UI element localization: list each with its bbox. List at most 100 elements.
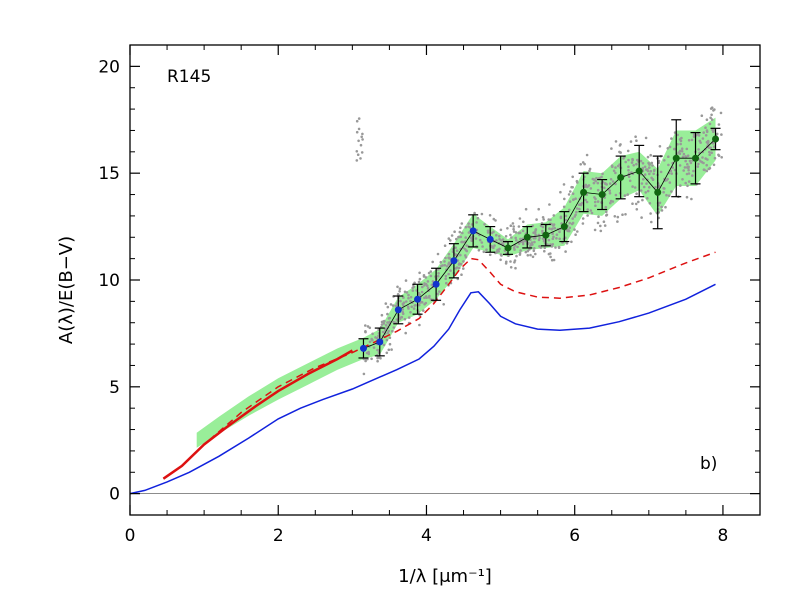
- scatter-point: [517, 225, 521, 228]
- scatter-point: [575, 210, 578, 214]
- scatter-point: [652, 172, 655, 176]
- scatter-point: [428, 294, 431, 298]
- scatter-point: [442, 303, 446, 306]
- scatter-point: [575, 207, 579, 210]
- scatter-point: [467, 225, 470, 228]
- scatter-point: [571, 175, 574, 179]
- scatter-point: [649, 153, 652, 157]
- scatter-point: [483, 223, 486, 226]
- scatter-point: [603, 186, 606, 190]
- scatter-point: [709, 116, 712, 120]
- scatter-point: [581, 217, 585, 220]
- scatter-point: [436, 252, 440, 256]
- scatter-point: [605, 210, 608, 214]
- scatter-point: [614, 193, 618, 197]
- scatter-point: [712, 109, 715, 112]
- scatter-point: [596, 188, 600, 192]
- scatter-point: [631, 202, 634, 205]
- scatter-point: [504, 235, 508, 238]
- scatter-point: [521, 229, 525, 233]
- scatter-point: [559, 216, 563, 220]
- scatter-point: [412, 307, 416, 310]
- scatter-point: [639, 159, 643, 163]
- blue-model-line: [129, 283, 716, 495]
- green-data-point: [542, 231, 550, 239]
- binned-points: [359, 135, 720, 352]
- scatter-point: [391, 304, 395, 307]
- scatter-point: [551, 237, 555, 241]
- scatter-point: [626, 149, 630, 153]
- scatter-point: [403, 317, 407, 321]
- scatter-point: [543, 249, 546, 253]
- scatter-point: [640, 182, 644, 185]
- y-tick-label: 5: [109, 378, 120, 398]
- scatter-point: [372, 346, 376, 349]
- scatter-point: [593, 228, 597, 232]
- scatter-point: [516, 245, 519, 249]
- scatter-point: [704, 126, 707, 129]
- scatter-point: [709, 146, 712, 150]
- scatter-point: [462, 260, 465, 263]
- scatter-point: [654, 186, 657, 189]
- scatter-point: [705, 129, 709, 132]
- scatter-point: [418, 277, 422, 281]
- scatter-point: [421, 285, 424, 289]
- scatter-point: [445, 281, 448, 285]
- scatter-point: [571, 217, 574, 220]
- scatter-point: [644, 136, 648, 140]
- scatter-point: [492, 230, 495, 234]
- scatter-point: [444, 274, 448, 278]
- scatter-point: [405, 300, 408, 303]
- scatter-point: [616, 164, 620, 168]
- scatter-point: [650, 161, 654, 165]
- scatter-point: [572, 198, 575, 202]
- scatter-point: [524, 207, 528, 211]
- scatter-point: [386, 305, 390, 309]
- scatter-point: [657, 159, 661, 163]
- scatter-cloud: [355, 106, 723, 376]
- scatter-point: [667, 194, 671, 197]
- scatter-point: [515, 239, 518, 242]
- y-tick-label: 0: [109, 485, 120, 505]
- scatter-point: [699, 141, 702, 144]
- scatter-point: [459, 253, 462, 257]
- scatter-point: [539, 246, 543, 249]
- scatter-point: [423, 282, 426, 285]
- scatter-point: [673, 147, 676, 151]
- scatter-point: [604, 205, 608, 209]
- scatter-point: [678, 138, 682, 141]
- scatter-point: [687, 168, 690, 172]
- scatter-point: [663, 159, 666, 162]
- scatter-point: [692, 169, 695, 173]
- blue-data-point: [450, 257, 458, 265]
- scatter-point: [703, 168, 706, 172]
- scatter-point: [443, 244, 447, 247]
- blue-data-point: [394, 306, 402, 314]
- scatter-point: [712, 130, 715, 133]
- scatter-point: [440, 264, 443, 268]
- scatter-point: [682, 152, 686, 156]
- scatter-point: [616, 215, 620, 219]
- scatter-point: [417, 280, 421, 284]
- scatter-point: [662, 190, 665, 194]
- scatter-point: [667, 163, 670, 167]
- scatter-point: [392, 320, 395, 324]
- scatter-point: [593, 200, 597, 204]
- scatter-point: [715, 132, 719, 136]
- scatter-point: [670, 172, 673, 175]
- scatter-point: [631, 157, 634, 161]
- scatter-point: [567, 193, 571, 196]
- scatter-point: [590, 211, 594, 215]
- green-data-point: [617, 173, 625, 181]
- scatter-point: [368, 340, 372, 344]
- scatter-point: [568, 208, 571, 212]
- scatter-point: [623, 194, 627, 197]
- scatter-point: [668, 145, 672, 149]
- scatter-point: [492, 246, 495, 249]
- scatter-point: [409, 311, 412, 314]
- scatter-point: [420, 290, 424, 294]
- scatter-point: [608, 182, 612, 185]
- scatter-point: [555, 237, 558, 240]
- scatter-point: [551, 232, 554, 235]
